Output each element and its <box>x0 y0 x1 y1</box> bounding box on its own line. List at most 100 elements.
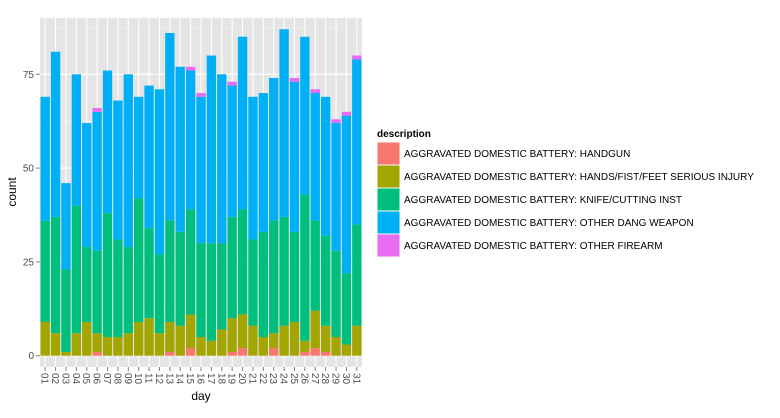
bar-segment-10-s1 <box>134 321 144 356</box>
bar-segment-20-s2 <box>237 209 248 315</box>
bar-segment-30-s1 <box>341 344 352 356</box>
bar-segment-21-s3 <box>248 96 258 240</box>
bar-segment-14-s3 <box>175 66 185 232</box>
y-axis-ticks: 0 25 50 75 <box>23 70 40 362</box>
legend-label: AGGRAVATED DOMESTIC BATTERY: OTHER FIREA… <box>404 241 663 252</box>
legend-label: AGGRAVATED DOMESTIC BATTERY: OTHER DANG … <box>404 218 694 229</box>
bar-segment-01-s2 <box>40 220 50 322</box>
bar-segment-20-s1 <box>237 314 248 349</box>
bar-segment-06-s0 <box>92 351 102 356</box>
bar-segment-22-s1 <box>258 336 268 356</box>
bar-segment-18-s3 <box>217 74 227 244</box>
bar-segment-23-s3 <box>269 78 279 221</box>
bar-segment-19-s3 <box>227 85 237 217</box>
bar-segment-17-s1 <box>206 340 217 356</box>
x-tick-label: 26 <box>298 373 309 385</box>
bar-segment-11-s1 <box>144 318 154 356</box>
bar-segment-14-s2 <box>175 231 185 326</box>
bar-segment-12-s3 <box>154 89 165 255</box>
bar-segment-05-s2 <box>82 246 92 322</box>
x-tick-label: 14 <box>174 373 185 385</box>
bar-segment-19-s0 <box>227 351 237 356</box>
bar-segment-25-s1 <box>289 321 300 356</box>
bar-segment-17-s2 <box>206 243 217 341</box>
bar-segment-03-s3 <box>61 183 71 270</box>
bar-segment-13-s2 <box>165 220 175 322</box>
bar-segment-14-s1 <box>175 325 185 356</box>
bar-segment-23-s2 <box>269 220 279 334</box>
bar-segment-15-s2 <box>185 209 196 315</box>
bar-segment-05-s3 <box>82 123 92 247</box>
bar-segment-11-s2 <box>144 228 154 319</box>
x-tick-label: 10 <box>132 373 143 385</box>
x-tick-label: 27 <box>309 373 320 385</box>
x-tick-label: 21 <box>246 373 257 385</box>
y-tick-label: 75 <box>23 70 35 81</box>
bar-segment-02-s3 <box>50 51 61 217</box>
bar-segment-16-s1 <box>196 336 206 356</box>
bar-segment-18-s1 <box>217 329 227 356</box>
x-tick-label: 30 <box>340 373 351 385</box>
bar-segment-15-s1 <box>185 314 196 349</box>
legend-key-swatch <box>377 234 400 257</box>
bar-segment-24-s2 <box>279 216 289 326</box>
bar-segment-13-s0 <box>165 351 175 356</box>
bar-segment-03-s1 <box>61 351 71 356</box>
bar-segment-09-s2 <box>123 246 133 334</box>
x-tick-label: 04 <box>70 373 81 385</box>
bar-segment-27-s3 <box>310 93 320 221</box>
y-tick-label: 25 <box>23 257 35 268</box>
x-axis-ticks: 01 02 03 04 05 06 07 08 09 10 11 12 13 14 15 16 17 18 19 20… <box>39 367 361 385</box>
x-tick-label: 13 <box>163 373 174 385</box>
bar-segment-10-s3 <box>134 96 144 199</box>
bar-segment-27-s0 <box>310 348 320 356</box>
legend-key-swatch <box>377 188 400 211</box>
y-tick-label: 0 <box>28 351 34 362</box>
bar-segment-29-s1 <box>331 336 341 356</box>
bar-segment-05-s1 <box>82 321 92 356</box>
bar-segment-26-s2 <box>300 194 310 341</box>
bar-segment-28-s0 <box>320 351 331 356</box>
x-tick-label: 17 <box>205 373 216 385</box>
bar-segment-15-s0 <box>185 348 196 356</box>
legend-label: AGGRAVATED DOMESTIC BATTERY: HANDS/FIST/… <box>404 172 754 183</box>
y-axis-title: count <box>5 177 19 207</box>
bar-segment-03-s2 <box>61 269 71 352</box>
bar-segment-16-s3 <box>196 96 206 244</box>
bar-segment-15-s4 <box>185 66 196 71</box>
bar-segment-25-s4 <box>289 78 300 82</box>
bar-segment-12-s1 <box>154 333 165 356</box>
x-tick-label: 15 <box>184 373 195 385</box>
bar-segment-08-s2 <box>113 239 123 337</box>
bar-segment-04-s3 <box>71 74 82 206</box>
bar-segment-13-s3 <box>165 33 175 221</box>
x-tick-label: 19 <box>226 373 237 385</box>
bar-segment-24-s3 <box>279 29 289 217</box>
bar-segment-20-s0 <box>237 348 248 356</box>
bar-segment-07-s2 <box>102 213 113 337</box>
bar-segment-28-s2 <box>320 235 331 326</box>
bar-segment-27-s4 <box>310 89 320 94</box>
x-tick-label: 31 <box>350 373 361 385</box>
x-tick-label: 05 <box>80 373 91 385</box>
bars <box>40 29 362 356</box>
bar-segment-06-s3 <box>92 111 102 251</box>
bar-segment-15-s3 <box>185 70 196 210</box>
legend: description AGGRAVATED DOMESTIC BATTERY:… <box>376 129 754 258</box>
bar-segment-26-s0 <box>300 351 310 356</box>
bar-segment-01-s1 <box>40 321 50 356</box>
x-tick-label: 12 <box>153 373 164 385</box>
bar-segment-08-s3 <box>113 100 123 240</box>
bar-segment-04-s2 <box>71 205 82 334</box>
bar-segment-17-s3 <box>206 55 217 244</box>
legend-label: AGGRAVATED DOMESTIC BATTERY: KNIFE/CUTTI… <box>404 195 682 206</box>
bar-segment-19-s2 <box>227 216 237 319</box>
legend-key-swatch <box>377 211 400 234</box>
legend-key-swatch <box>377 142 400 165</box>
bar-segment-02-s1 <box>50 333 61 356</box>
bar-segment-31-s2 <box>352 224 362 326</box>
x-tick-label: 01 <box>39 373 50 385</box>
bar-segment-16-s2 <box>196 243 206 337</box>
